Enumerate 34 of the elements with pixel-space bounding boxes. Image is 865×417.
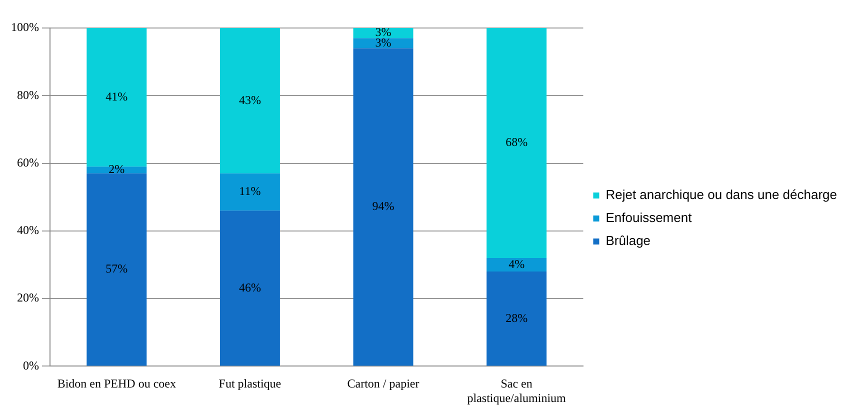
bar xyxy=(220,28,280,174)
y-tick-label: 40% xyxy=(16,223,39,238)
bar xyxy=(353,38,414,48)
data-label: 43% xyxy=(238,92,261,107)
bar xyxy=(353,48,414,366)
legend-label: Brûlage xyxy=(606,233,651,248)
data-label: 11% xyxy=(239,184,261,198)
bar xyxy=(486,258,547,272)
x-tick-label: Bidon en PEHD ou coex xyxy=(57,376,176,391)
data-label: 4% xyxy=(508,256,525,271)
data-label: 46% xyxy=(238,280,261,294)
data-label: 2% xyxy=(108,162,125,176)
x-tick-label: Carton / papier xyxy=(347,376,420,391)
y-tick-label: 100% xyxy=(10,20,39,34)
bar xyxy=(86,173,147,366)
y-tick-label: 60% xyxy=(16,155,39,170)
bar xyxy=(486,272,547,366)
bar xyxy=(486,28,547,258)
legend-label: Rejet anarchique ou dans une décharge xyxy=(606,187,838,202)
y-tick-label: 20% xyxy=(16,290,39,305)
y-tick-label: 80% xyxy=(16,88,39,102)
data-label: 94% xyxy=(372,199,394,214)
data-label: 68% xyxy=(506,135,528,150)
data-label: 57% xyxy=(106,262,128,276)
bar xyxy=(86,28,147,167)
x-tick-label: Sac en plastique/aluminium xyxy=(467,376,567,405)
data-label: 41% xyxy=(106,89,128,104)
data-label: 28% xyxy=(506,310,528,325)
bar xyxy=(220,173,280,211)
bar xyxy=(220,210,280,366)
bar xyxy=(86,166,147,174)
x-tick-label: Fut plastique xyxy=(218,376,282,391)
y-tick-label: 0% xyxy=(22,358,39,372)
legend-label: Enfouissement xyxy=(606,210,692,226)
